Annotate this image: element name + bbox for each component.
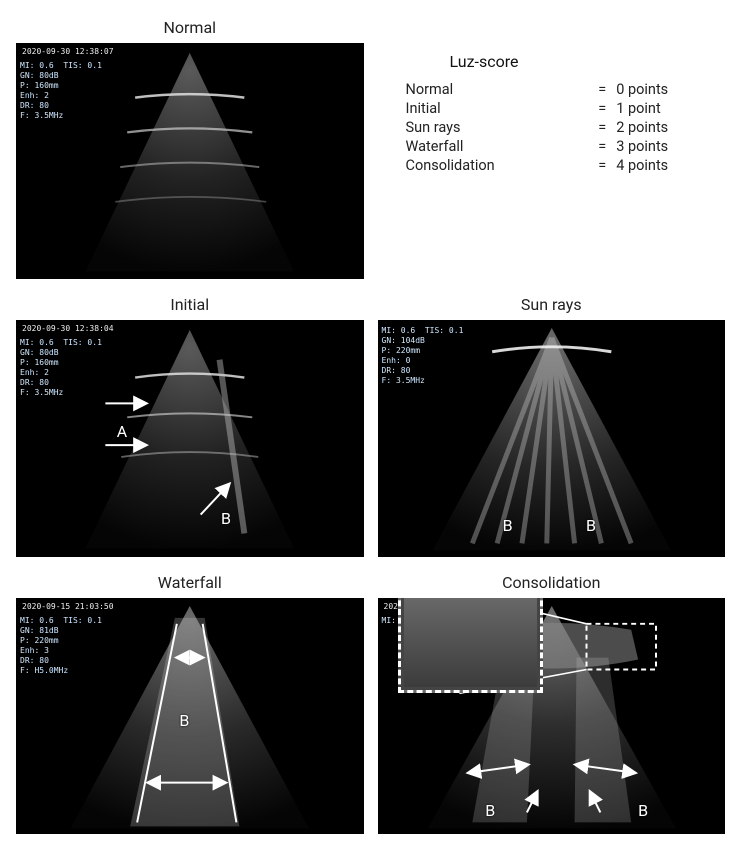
panel-initial: Initial	[16, 293, 364, 556]
scanner-meta: MI: 0.6 TIS: 0.1 GN: 80dB P: 160mm Enh: …	[20, 61, 102, 121]
panel-title: Consolidation	[378, 573, 726, 592]
timestamp: 2020-09-30 12:38:07	[22, 47, 114, 56]
score-row-name: Sun rays	[406, 119, 542, 136]
scanner-meta: MI: 0.6 TIS: 0.1 GN: 104dB P: 220mm Enh:…	[382, 326, 464, 386]
ultrasound-sunrays: MI: 0.6 TIS: 0.1 GN: 104dB P: 220mm Enh:…	[378, 320, 726, 556]
panel-consolidation: Consolidation	[378, 571, 726, 834]
panel-title: Sun rays	[378, 295, 726, 314]
score-row-points: 4 points	[616, 157, 715, 174]
panel-title: Normal	[16, 18, 364, 37]
score-row-name: Consolidation	[406, 157, 542, 174]
score-row-name: Initial	[406, 100, 542, 117]
score-row-eq: =	[551, 119, 606, 136]
timestamp: 2020-09-30 12:38:04	[22, 324, 114, 333]
score-row-points: 1 point	[616, 100, 715, 117]
inset-zoom	[398, 598, 543, 694]
panel-title: Waterfall	[16, 573, 364, 592]
panel-waterfall: Waterfall	[16, 571, 364, 834]
panel-normal: Normal	[16, 16, 364, 279]
panel-title: Initial	[16, 295, 364, 314]
ultrasound-waterfall: 2020-09-15 21:03:50 MI: 0.6 TIS: 0.1 GN:…	[16, 598, 364, 834]
score-row-name: Normal	[406, 81, 542, 98]
score-row-points: 0 points	[616, 81, 715, 98]
ultrasound-initial: 2020-09-30 12:38:04 MI: 0.6 TIS: 0.1 GN:…	[16, 320, 364, 556]
ultrasound-normal: 2020-09-30 12:38:07 MI: 0.6 TIS: 0.1 GN:…	[16, 43, 364, 279]
score-row-points: 2 points	[616, 119, 715, 136]
panel-sunrays: Sun rays	[378, 293, 726, 556]
timestamp: 2020-09-15 21:03:50	[22, 602, 114, 611]
score-row-eq: =	[551, 81, 606, 98]
scanner-meta: MI: 0.6 TIS: 0.1 GN: 80dB P: 160mm Enh: …	[20, 338, 102, 398]
score-row-name: Waterfall	[406, 138, 542, 155]
score-row-eq: =	[551, 100, 606, 117]
score-row-points: 3 points	[616, 138, 715, 155]
score-title: Luz-score	[450, 52, 716, 71]
score-grid: Normal = 0 points Initial = 1 point Sun rays…	[406, 81, 716, 174]
scanner-meta: MI: 0.6 TIS: 0.1 GN: 81dB P: 220mm Enh: …	[20, 616, 102, 676]
luz-score-box: Luz-score Normal = 0 points Initial = 1 poin…	[378, 16, 726, 279]
ultrasound-consolidation: 2020-10-02 10:22:34 MI: 0.7 TIS: 0.1 B B	[378, 598, 726, 834]
score-row-eq: =	[551, 138, 606, 155]
figure-grid: Normal	[16, 16, 725, 834]
score-row-eq: =	[551, 157, 606, 174]
